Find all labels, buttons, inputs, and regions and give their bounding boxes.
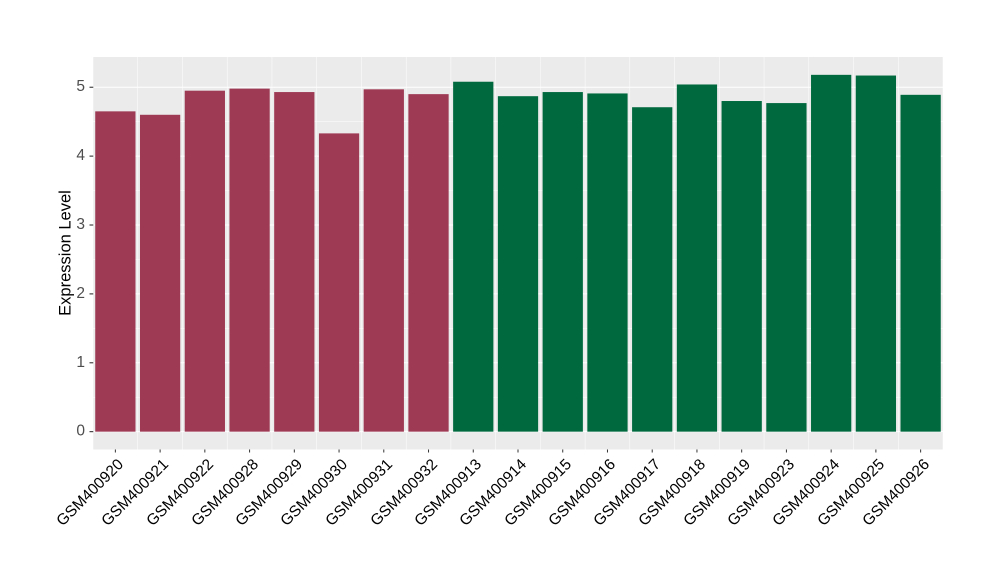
svg-text:4: 4: [76, 147, 85, 164]
svg-text:0: 0: [76, 423, 85, 440]
svg-text:5: 5: [76, 78, 85, 95]
svg-text:2: 2: [76, 285, 85, 302]
svg-text:1: 1: [76, 354, 85, 371]
svg-text:3: 3: [76, 216, 85, 233]
